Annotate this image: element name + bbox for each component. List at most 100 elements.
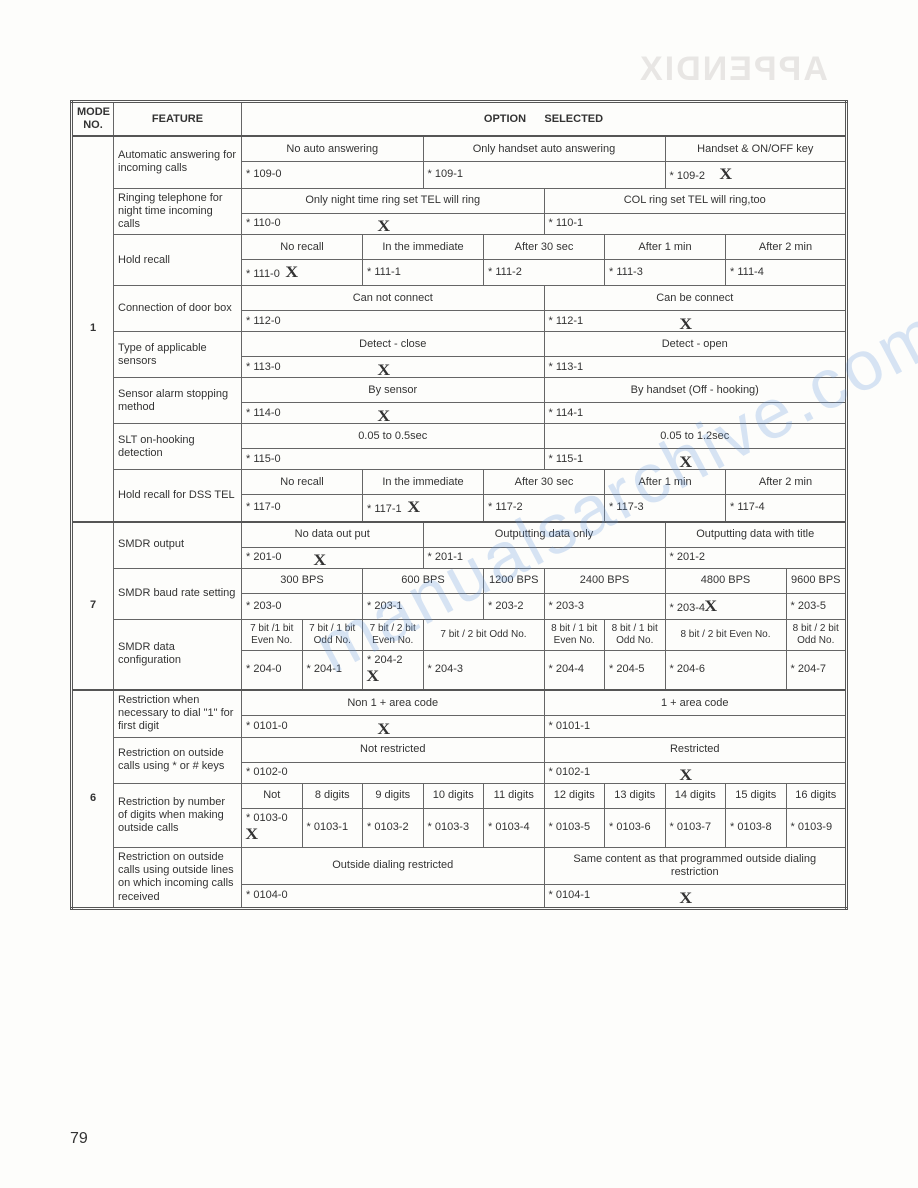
opt-204-6: 8 bit / 2 bit Even No. [665, 619, 786, 650]
code-111-0: * 111-0 X [242, 260, 363, 286]
code-0103-3: * 0103-3 [423, 808, 484, 847]
feature-0101: Restriction when necessary to dial "1" f… [114, 690, 242, 737]
code-117-1: * 117-1 X [363, 495, 484, 522]
code-201-1: * 201-1 [423, 547, 665, 568]
opt-0102-1: Restricted [544, 737, 847, 762]
code-204-7: * 204-7 [786, 650, 847, 690]
code-0103-0: * 0103-0X [242, 808, 303, 847]
opt-0103-4: 11 digits [484, 783, 545, 808]
opt-203-4: 4800 BPS [665, 568, 786, 593]
feature-203: SMDR baud rate setting [114, 568, 242, 619]
x-mark: X [245, 825, 258, 844]
opt-0101-1: 1 + area code [544, 690, 847, 716]
code-114-1: * 114-1 [544, 403, 847, 424]
feature-201: SMDR output [114, 522, 242, 569]
feature-111: Hold recall [114, 235, 242, 286]
code-111-4: * 111-4 [726, 260, 847, 286]
page: APPENDIX manualsarchive.com MODE NO. FEA… [0, 0, 918, 1188]
header-option-selected: OPTION SELECTED [242, 102, 847, 137]
x-mark: X [679, 766, 692, 785]
opt-203-1: 600 BPS [363, 568, 484, 593]
code-0103-6: * 0103-6 [605, 808, 666, 847]
feature-0102: Restriction on outside calls using * or … [114, 737, 242, 783]
opt-204-7: 8 bit / 2 bit Odd No. [786, 619, 847, 650]
code-203-5: * 203-5 [786, 593, 847, 619]
opt-0101-0: Non 1 + area code [242, 690, 545, 716]
feature-110: Ringing telephone for night time incomin… [114, 188, 242, 235]
code-201-0: * 201-0X [242, 547, 424, 568]
code-113-1: * 113-1 [544, 357, 847, 378]
opt-204-4: 8 bit / 1 bit Even No. [544, 619, 605, 650]
mode-1-number: 1 [72, 136, 114, 521]
code-113-0: * 113-0X [242, 357, 545, 378]
code-0103-7: * 0103-7 [665, 808, 726, 847]
code-111-2: * 111-2 [484, 260, 605, 286]
opt-109-0: No auto answering [242, 136, 424, 162]
opt-0104-1: Same content as that programmed outside … [544, 848, 847, 885]
header-row: MODE NO. FEATURE OPTION SELECTED [72, 102, 847, 137]
code-0103-5: * 0103-5 [544, 808, 605, 847]
feature-0103: Restriction by number of digits when mak… [114, 783, 242, 847]
opt-117-0: No recall [242, 470, 363, 495]
code-204-0: * 204-0 [242, 650, 303, 690]
code-0103-2: * 0103-2 [363, 808, 424, 847]
opt-204-3: 7 bit / 2 bit Odd No. [423, 619, 544, 650]
code-204-4: * 204-4 [544, 650, 605, 690]
x-mark: X [407, 498, 420, 517]
x-mark: X [366, 667, 379, 686]
watermark-appendix: APPENDIX [638, 50, 828, 89]
opt-117-3: After 1 min [605, 470, 726, 495]
code-204-6: * 204-6 [665, 650, 786, 690]
code-112-0: * 112-0 [242, 311, 545, 332]
feature-109: Automatic answering for incoming calls [114, 136, 242, 188]
opt-110-0: Only night time ring set TEL will ring [242, 188, 545, 213]
code-0102-1: * 0102-1X [544, 762, 847, 783]
x-mark: X [679, 453, 692, 472]
opt-204-1: 7 bit / 1 bit Odd No. [302, 619, 363, 650]
x-mark: X [720, 165, 733, 184]
opt-111-3: After 1 min [605, 235, 726, 260]
opt-111-2: After 30 sec [484, 235, 605, 260]
code-109-2: * 109-2 X [665, 162, 847, 188]
opt-112-0: Can not connect [242, 286, 545, 311]
x-mark: X [314, 551, 327, 570]
page-number: 79 [70, 1130, 88, 1148]
opt-0103-0: Not [242, 783, 303, 808]
code-114-0: * 114-0X [242, 403, 545, 424]
code-203-1: * 203-1 [363, 593, 484, 619]
opt-203-5: 9600 BPS [786, 568, 847, 593]
code-0103-4: * 0103-4 [484, 808, 545, 847]
opt-113-1: Detect - open [544, 332, 847, 357]
code-204-3: * 204-3 [423, 650, 544, 690]
mode-7-number: 7 [72, 522, 114, 691]
x-mark: X [704, 597, 717, 616]
x-mark: X [377, 217, 390, 236]
x-mark: X [377, 407, 390, 426]
x-mark: X [679, 889, 692, 908]
code-117-2: * 117-2 [484, 495, 605, 522]
code-203-3: * 203-3 [544, 593, 665, 619]
code-0103-8: * 0103-8 [726, 808, 787, 847]
code-0101-0: * 0101-0X [242, 716, 545, 737]
opt-201-2: Outputting data with title [665, 522, 847, 548]
opt-115-0: 0.05 to 0.5sec [242, 424, 545, 449]
opt-109-2: Handset & ON/OFF key [665, 136, 847, 162]
opt-204-0: 7 bit /1 bit Even No. [242, 619, 303, 650]
opt-113-0: Detect - close [242, 332, 545, 357]
code-112-1: * 112-1X [544, 311, 847, 332]
code-203-0: * 203-0 [242, 593, 363, 619]
code-117-3: * 117-3 [605, 495, 726, 522]
code-0104-1: * 0104-1X [544, 884, 847, 908]
x-mark: X [377, 361, 390, 380]
opt-203-0: 300 BPS [242, 568, 363, 593]
opt-115-1: 0.05 to 1.2sec [544, 424, 847, 449]
opt-203-3: 2400 BPS [544, 568, 665, 593]
feature-113: Type of applicable sensors [114, 332, 242, 378]
code-115-1: * 115-1X [544, 449, 847, 470]
opt-0103-8: 15 digits [726, 783, 787, 808]
opt-204-2: 7 bit / 2 bit Even No. [363, 619, 424, 650]
opt-203-2: 1200 BPS [484, 568, 545, 593]
feature-114: Sensor alarm stopping method [114, 378, 242, 424]
code-0101-1: * 0101-1 [544, 716, 847, 737]
feature-115: SLT on-hooking detection [114, 424, 242, 470]
